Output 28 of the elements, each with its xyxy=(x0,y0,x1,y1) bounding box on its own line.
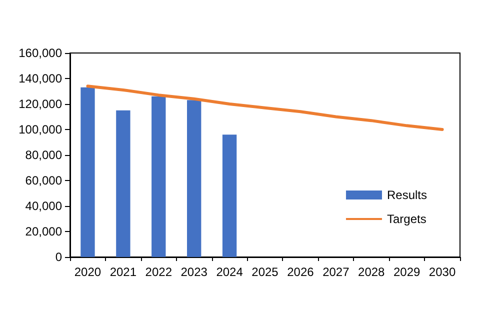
y-tick-label: 160,000 xyxy=(18,46,62,60)
legend-label: Results xyxy=(386,188,427,202)
x-tick-label: 2030 xyxy=(428,265,456,279)
y-tick-label: 0 xyxy=(55,250,62,264)
x-tick-label: 2024 xyxy=(216,265,244,279)
x-tick-label: 2029 xyxy=(393,265,420,279)
y-tick-label: 140,000 xyxy=(18,72,62,86)
y-tick-label: 100,000 xyxy=(18,122,62,136)
x-tick-label: 2023 xyxy=(180,265,208,279)
y-tick-label: 40,000 xyxy=(25,199,62,213)
x-tick-label: 2027 xyxy=(322,265,350,279)
x-tick-label: 2026 xyxy=(287,265,314,279)
bar xyxy=(80,87,95,257)
bar xyxy=(187,100,202,257)
y-tick-label: 60,000 xyxy=(25,174,62,188)
x-tick-label: 2022 xyxy=(145,265,172,279)
x-tick-label: 2025 xyxy=(252,265,279,279)
x-tick-label: 2028 xyxy=(358,265,386,279)
x-tick-label: 2021 xyxy=(110,265,137,279)
y-tick-label: 120,000 xyxy=(18,97,62,111)
bar xyxy=(116,110,130,257)
y-tick-label: 80,000 xyxy=(25,148,62,162)
bar xyxy=(152,96,166,257)
x-tick-label: 2020 xyxy=(74,265,102,279)
line-series xyxy=(86,84,444,131)
y-tick-label: 20,000 xyxy=(25,224,62,238)
legend-label: Targets xyxy=(386,212,426,226)
bar xyxy=(222,134,237,257)
